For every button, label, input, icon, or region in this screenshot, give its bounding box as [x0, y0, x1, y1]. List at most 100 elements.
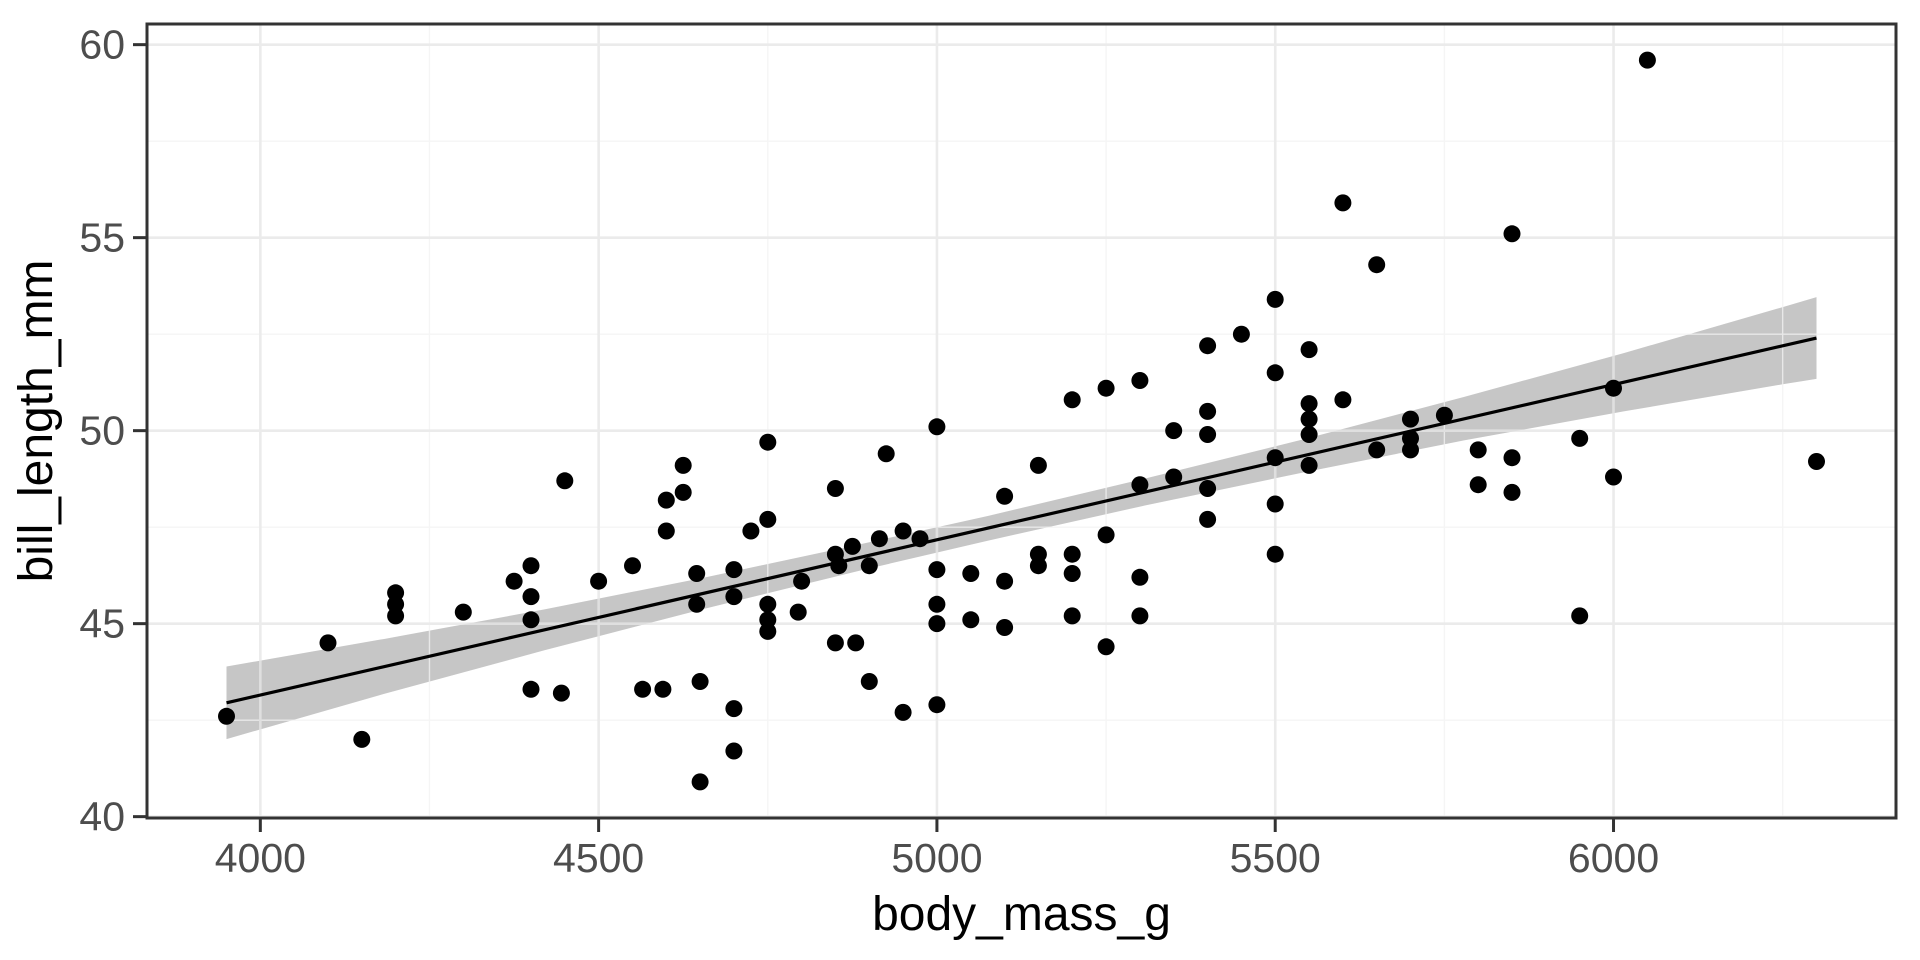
- data-point: [793, 572, 811, 590]
- data-point: [624, 557, 641, 575]
- data-point: [928, 418, 946, 436]
- data-point: [1571, 429, 1589, 447]
- confidence-band-layer: [226, 297, 1817, 740]
- data-point: [1469, 441, 1487, 459]
- data-point: [1063, 391, 1081, 409]
- x-tick-label: 5000: [891, 835, 982, 881]
- data-point: [962, 611, 980, 629]
- x-tick-label: 5500: [1230, 835, 1321, 881]
- data-point: [928, 696, 946, 714]
- data-point: [826, 480, 844, 497]
- data-point: [1334, 391, 1352, 409]
- data-point: [691, 673, 709, 690]
- data-point: [1131, 476, 1149, 494]
- data-point: [996, 487, 1014, 505]
- data-point: [691, 773, 709, 791]
- y-tick-label: 55: [79, 215, 125, 261]
- x-tick-label: 4500: [553, 835, 644, 881]
- data-point: [657, 491, 675, 509]
- data-point: [218, 707, 235, 725]
- data-point: [522, 557, 540, 575]
- data-point: [826, 634, 844, 652]
- data-point: [1402, 441, 1419, 459]
- data-point: [552, 684, 570, 702]
- data-point: [1131, 607, 1149, 625]
- data-point: [688, 595, 706, 613]
- data-point: [1097, 379, 1115, 397]
- data-point: [1165, 422, 1183, 440]
- data-point: [1638, 51, 1656, 69]
- data-point: [1199, 480, 1217, 497]
- data-point: [847, 634, 865, 652]
- data-point: [319, 634, 337, 652]
- data-point: [387, 607, 405, 625]
- data-point: [1503, 483, 1521, 501]
- y-axis-title: bill_length_mm: [10, 260, 63, 583]
- data-point: [1469, 476, 1487, 494]
- data-point: [1300, 341, 1318, 359]
- data-point: [1300, 410, 1318, 428]
- y-tick-labels-layer: 40 45 50 55 60: [79, 22, 125, 840]
- data-point: [1808, 453, 1825, 470]
- data-point: [1063, 607, 1081, 625]
- data-point: [1300, 426, 1318, 443]
- data-points-layer: [218, 51, 1825, 791]
- data-point: [1266, 290, 1284, 308]
- data-point: [1402, 410, 1419, 428]
- data-point: [1605, 468, 1622, 486]
- data-point: [522, 680, 540, 698]
- data-point: [674, 456, 692, 474]
- data-point: [759, 510, 777, 528]
- data-point: [1503, 225, 1521, 243]
- data-point: [1266, 364, 1284, 382]
- data-point: [725, 700, 743, 718]
- data-point: [1435, 406, 1453, 424]
- data-point: [870, 530, 888, 548]
- data-point: [894, 703, 912, 721]
- data-point: [996, 619, 1014, 636]
- data-point: [860, 557, 878, 575]
- data-point: [1605, 379, 1622, 397]
- data-point: [1266, 449, 1284, 467]
- data-point: [1300, 395, 1318, 413]
- y-tick-label: 60: [79, 22, 125, 68]
- panel-border: [145, 22, 1898, 820]
- data-point: [674, 483, 692, 501]
- data-point: [1199, 426, 1217, 443]
- data-point: [1029, 456, 1047, 474]
- data-point: [789, 603, 807, 621]
- data-point: [830, 557, 848, 575]
- x-axis-title: body_mass_g: [872, 888, 1171, 941]
- data-point: [522, 588, 540, 606]
- data-point: [759, 433, 777, 451]
- data-point: [894, 522, 912, 540]
- data-point: [725, 742, 743, 760]
- grid-major-layer: [147, 24, 1896, 818]
- data-point: [556, 472, 574, 490]
- data-point: [928, 615, 946, 633]
- data-point: [1232, 325, 1250, 343]
- data-point: [1131, 568, 1149, 586]
- y-tick-label: 40: [79, 794, 125, 840]
- data-point: [725, 561, 743, 579]
- data-point: [1300, 456, 1318, 474]
- data-point: [353, 730, 371, 748]
- data-point: [742, 522, 760, 540]
- data-point: [1368, 256, 1386, 274]
- data-point: [1266, 545, 1284, 563]
- data-point: [1131, 372, 1149, 389]
- data-point: [1199, 402, 1217, 420]
- data-point: [996, 572, 1014, 590]
- confidence-band-overlay-layer: [226, 297, 1817, 740]
- data-point: [843, 537, 861, 555]
- regression-line-layer: [226, 336, 1817, 705]
- data-point: [860, 673, 878, 690]
- axis-ticks-layer: [133, 43, 1616, 832]
- data-point: [928, 561, 946, 579]
- data-point: [1097, 638, 1115, 656]
- data-point: [962, 565, 980, 582]
- data-point: [522, 611, 540, 629]
- confidence-band-overlay: [226, 297, 1817, 740]
